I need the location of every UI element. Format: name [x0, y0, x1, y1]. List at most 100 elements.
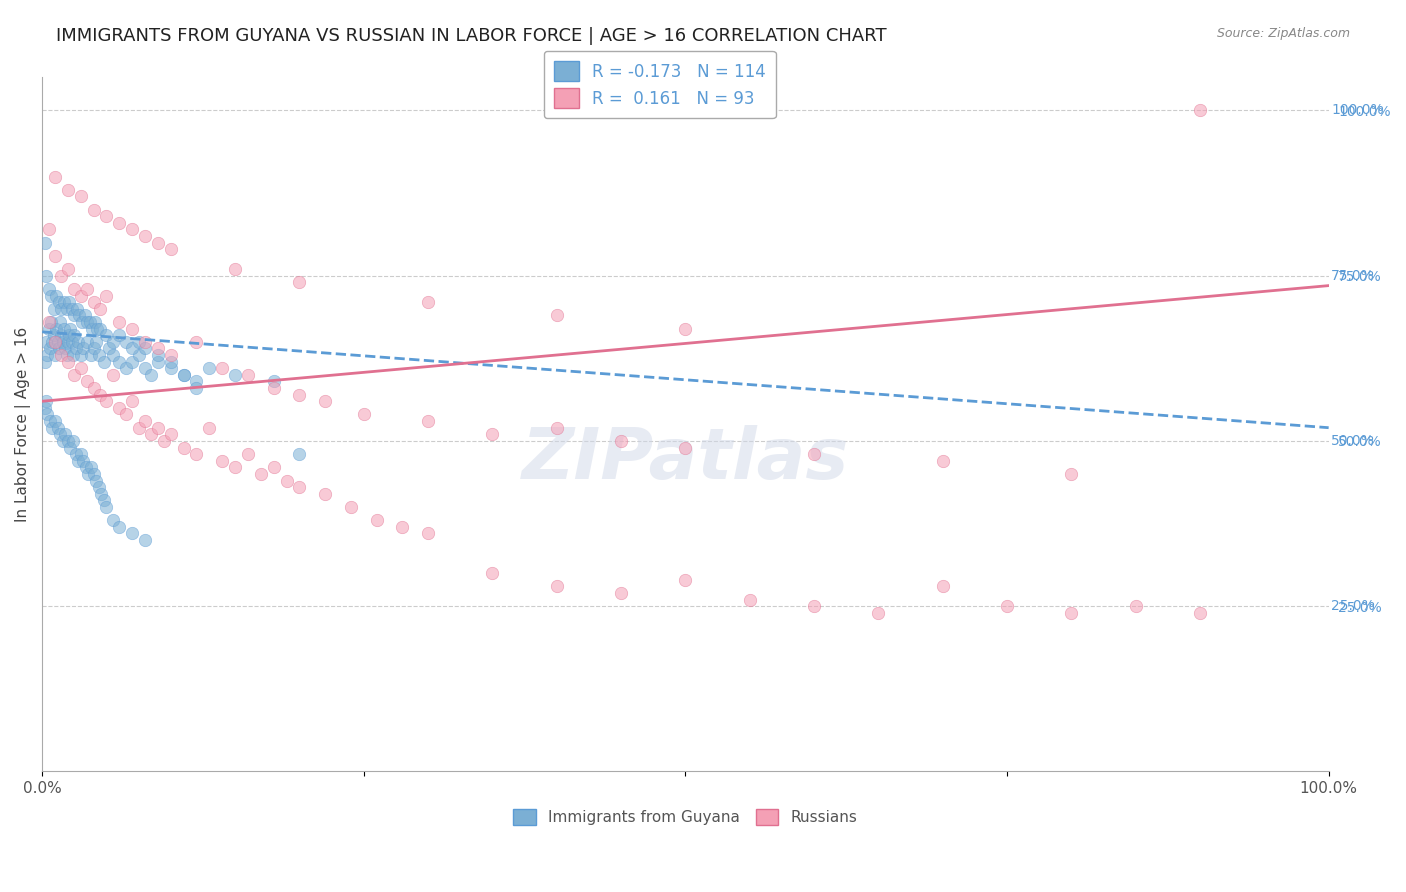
Point	[481, 427, 503, 442]
Point	[66, 301, 89, 316]
Point	[44, 169, 66, 184]
Point	[314, 394, 336, 409]
Point	[93, 354, 115, 368]
Point	[42, 328, 65, 343]
Point	[198, 420, 221, 434]
Point	[931, 579, 953, 593]
Point	[134, 342, 156, 356]
Point	[79, 315, 101, 329]
Point	[83, 295, 105, 310]
Point	[51, 328, 73, 343]
Point	[610, 434, 633, 448]
Point	[49, 315, 72, 329]
Point	[96, 328, 118, 343]
Point	[288, 387, 311, 401]
Point	[173, 368, 195, 382]
Point	[803, 599, 825, 614]
Point	[108, 401, 131, 415]
Point	[211, 454, 233, 468]
Point	[44, 414, 66, 428]
Point	[90, 487, 112, 501]
Point	[53, 427, 76, 442]
Point	[89, 387, 111, 401]
Point	[416, 414, 439, 428]
Point	[58, 295, 80, 310]
Point	[868, 606, 890, 620]
Point	[146, 235, 169, 250]
Point	[236, 368, 259, 382]
Point	[37, 408, 59, 422]
Point	[146, 348, 169, 362]
Point	[1188, 103, 1211, 118]
Point	[224, 460, 246, 475]
Point	[198, 361, 221, 376]
Point	[1060, 467, 1083, 481]
Point	[58, 328, 80, 343]
Text: 100.0%: 100.0%	[1331, 103, 1384, 118]
Point	[67, 454, 90, 468]
Point	[83, 202, 105, 217]
Point	[56, 183, 79, 197]
Point	[44, 334, 66, 349]
Point	[673, 573, 696, 587]
Point	[173, 368, 195, 382]
Point	[44, 249, 66, 263]
Point	[34, 401, 56, 415]
Point	[121, 342, 143, 356]
Point	[101, 513, 124, 527]
Y-axis label: In Labor Force | Age > 16: In Labor Force | Age > 16	[15, 326, 31, 522]
Point	[98, 342, 121, 356]
Point	[51, 301, 73, 316]
Point	[96, 394, 118, 409]
Point	[76, 334, 98, 349]
Point	[39, 288, 62, 302]
Point	[101, 368, 124, 382]
Point	[340, 500, 363, 514]
Point	[186, 447, 208, 461]
Point	[89, 321, 111, 335]
Point	[159, 348, 181, 362]
Point	[224, 262, 246, 277]
Point	[173, 441, 195, 455]
Point	[114, 408, 136, 422]
Point	[53, 342, 76, 356]
Point	[108, 216, 131, 230]
Point	[353, 408, 375, 422]
Point	[38, 414, 60, 428]
Point	[59, 441, 82, 455]
Point	[416, 295, 439, 310]
Point	[93, 493, 115, 508]
Point	[134, 334, 156, 349]
Point	[121, 321, 143, 335]
Point	[83, 381, 105, 395]
Point	[108, 328, 131, 343]
Point	[236, 447, 259, 461]
Point	[146, 354, 169, 368]
Point	[128, 334, 150, 349]
Point	[416, 526, 439, 541]
Point	[121, 354, 143, 368]
Point	[80, 348, 103, 362]
Point	[46, 334, 69, 349]
Point	[159, 242, 181, 256]
Point	[134, 361, 156, 376]
Point	[76, 282, 98, 296]
Point	[86, 321, 108, 335]
Point	[108, 354, 131, 368]
Point	[546, 309, 568, 323]
Point	[803, 447, 825, 461]
Point	[52, 434, 75, 448]
Point	[59, 321, 82, 335]
Point	[69, 361, 91, 376]
Point	[37, 348, 59, 362]
Point	[121, 526, 143, 541]
Point	[69, 288, 91, 302]
Point	[146, 420, 169, 434]
Point	[63, 368, 86, 382]
Point	[263, 375, 285, 389]
Point	[67, 309, 90, 323]
Point	[56, 334, 79, 349]
Point	[263, 381, 285, 395]
Point	[481, 566, 503, 580]
Point	[34, 354, 56, 368]
